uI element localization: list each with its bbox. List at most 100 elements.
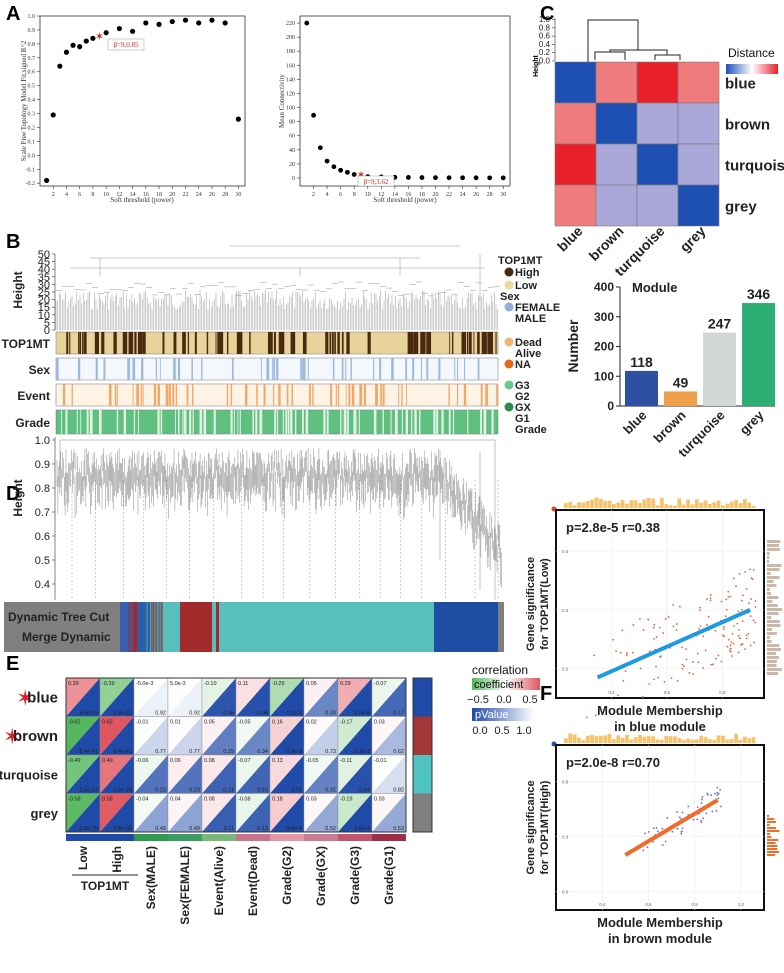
legend-G2: G2 [515, 391, 530, 403]
track-stripe [65, 410, 68, 434]
track-stripe [194, 332, 197, 354]
y-tick-label: 0.2 [562, 667, 569, 672]
panel-label-b: B [6, 231, 20, 253]
col-label: Event(Alive) [212, 846, 226, 915]
bar-y-tick-label: 100 [594, 369, 614, 383]
heatmap-cell [554, 102, 597, 145]
track-stripe [77, 358, 81, 380]
top-histogram-bar [612, 503, 616, 508]
top-histogram-bar [686, 499, 690, 508]
bar-category-label: brown [650, 407, 688, 445]
plot-frame [39, 15, 246, 187]
data-point [702, 635, 705, 638]
heatmap-cell [554, 184, 597, 227]
cor-value: 0.03 [306, 797, 317, 803]
track-stripe [373, 410, 377, 434]
top-histogram-bar [673, 736, 677, 743]
data-point [681, 646, 683, 649]
y-tick-label: 0.3 [562, 608, 569, 613]
track-stripe [305, 410, 309, 434]
y-tick-label: 80 [289, 120, 295, 126]
x-tick-label: 12 [116, 192, 122, 198]
track-stripe [477, 358, 480, 380]
track-stripe [323, 410, 326, 434]
track-stripe [329, 332, 332, 354]
track-stripe [326, 410, 329, 434]
top-histogram-bar [598, 498, 603, 508]
data-point [500, 175, 506, 181]
data-point [661, 844, 664, 847]
track-stripe [155, 358, 158, 380]
data-point [750, 577, 753, 580]
x-axis-label: Soft threshold (power) [110, 196, 174, 204]
legend-dot [504, 267, 514, 277]
pval-value: 2.8e-35 [113, 826, 132, 832]
side-histogram-bar [767, 608, 783, 611]
top-histogram-bar [642, 736, 647, 743]
pval-value: 0.23 [155, 788, 166, 794]
y-tick-label: 1.0 [28, 14, 36, 20]
pval-triangle [202, 678, 236, 717]
top-histogram-bar [625, 503, 629, 508]
data-point [667, 616, 670, 618]
data-point [741, 599, 743, 602]
module-band [57, 602, 120, 652]
data-point [749, 615, 752, 618]
track-stripe [398, 384, 400, 406]
x-tick-label: 24 [196, 192, 202, 198]
track-stripe [199, 410, 203, 434]
track-stripe [249, 332, 251, 354]
track-stripe [172, 384, 175, 406]
track-stripe [160, 410, 163, 434]
pval-value: 0.29 [223, 749, 234, 755]
legend-dot [504, 302, 514, 312]
y-tick-label: 0.3 [562, 835, 569, 840]
track-stripe [271, 358, 273, 380]
dendro-tick-label: 0.6 [539, 32, 551, 41]
module-band [216, 602, 219, 652]
track-stripe [456, 384, 459, 406]
pval-triangle [338, 793, 372, 832]
cor-legend-tick: −0.5 [467, 694, 489, 706]
data-point [707, 793, 709, 796]
top-histogram-bar [620, 500, 625, 508]
data-point [77, 44, 83, 50]
data-point [715, 657, 717, 660]
track-stripe [473, 332, 475, 354]
cor-value: 0.05 [306, 681, 317, 687]
track-stripe [177, 410, 180, 434]
top-histogram-bar [725, 739, 730, 743]
data-point [717, 797, 720, 800]
track-stripe [457, 358, 459, 380]
data-point [737, 628, 740, 631]
data-point [727, 590, 730, 593]
x-tick-label: 0.6 [664, 690, 671, 695]
track-stripe [132, 384, 134, 406]
side-histogram-bar [767, 664, 777, 667]
side-histogram-bar [767, 540, 781, 543]
y-ticks: 1.0 0.9 0.8 0.7 0.6 0.5 0.4 [35, 435, 55, 591]
distance-legend-title: Distance [728, 46, 775, 60]
track-stripe [405, 358, 408, 380]
data-point [653, 637, 655, 640]
side-histogram-bar [767, 560, 770, 563]
side-histogram-bar [767, 848, 778, 850]
data-point [675, 623, 678, 625]
data-point [680, 831, 683, 833]
track-stripe [94, 332, 100, 354]
data-point [711, 663, 714, 666]
data-point [653, 623, 656, 626]
data-point [709, 597, 712, 600]
side-histogram-bar [767, 854, 776, 856]
cor-value: -0.05 [238, 720, 251, 726]
panel-label-f: F [540, 683, 552, 705]
cor-legend-tick: 0.5 [522, 694, 537, 706]
top-histogram-bar [742, 736, 747, 743]
col-label-grey: grey [676, 223, 708, 255]
track-stripe [325, 332, 329, 354]
x-tick-label: 16 [143, 192, 149, 198]
data-point [716, 786, 719, 789]
track-stripe [343, 410, 347, 434]
pval-value: 2.2e-3 [286, 749, 302, 755]
data-point [317, 145, 323, 151]
